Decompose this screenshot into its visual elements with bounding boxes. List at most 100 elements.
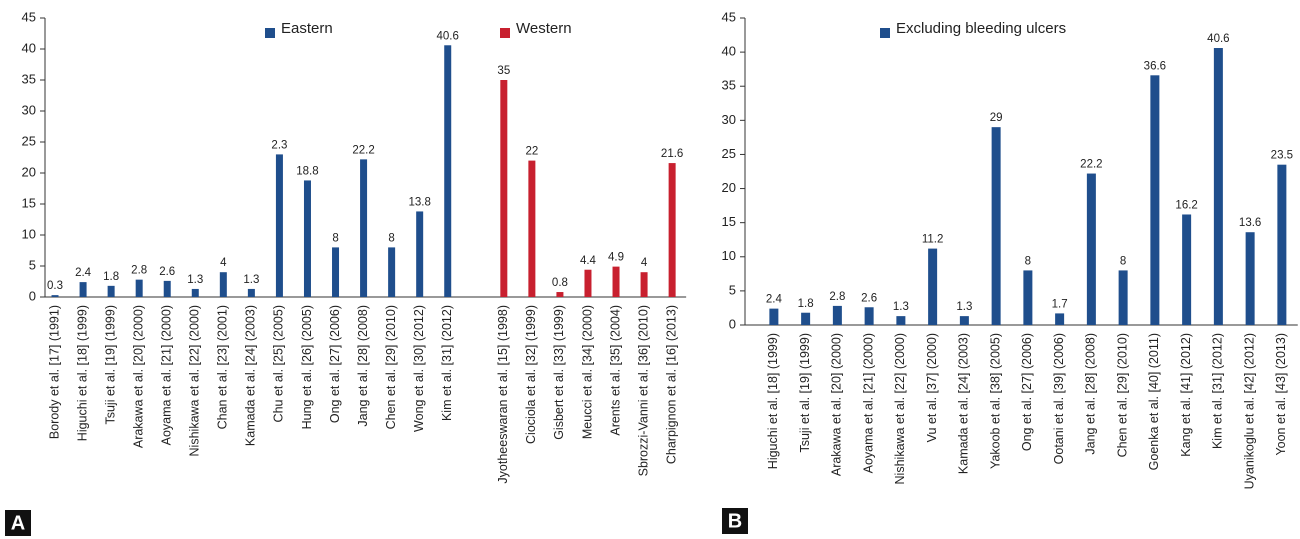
x-tick-label: Tsuji et al. [19] (1999) (103, 305, 117, 425)
x-tick-label: Nishikawa et al. [22] (2000) (893, 333, 907, 484)
value-label: 1.7 (1052, 298, 1068, 310)
bar (1245, 232, 1255, 325)
y-tick-label: 45 (722, 9, 736, 24)
y-tick-label: 40 (722, 44, 736, 59)
x-tick-label: Arakawa et al. [20] (2000) (830, 333, 844, 476)
y-tick-label: 15 (22, 195, 36, 210)
bar (107, 285, 115, 297)
x-tick-label: Tsuji et al. [19] (1999) (798, 333, 812, 453)
x-tick-label: Sbrozzi-Vanni et al. [36] (2010) (636, 305, 650, 476)
legend-label: Excluding bleeding ulcers (896, 20, 1066, 37)
value-label: 2.6 (159, 266, 175, 278)
value-label: 0.3 (47, 280, 63, 292)
x-tick-label: Kang et al. [41] (2012) (1179, 333, 1193, 457)
bar (832, 305, 842, 325)
bar (1118, 270, 1128, 325)
x-tick-label: Jang et al. [28] (2008) (1084, 333, 1098, 455)
value-label: 4 (220, 257, 227, 269)
value-label: 4.4 (580, 255, 597, 267)
value-label: 29 (990, 112, 1003, 124)
value-label: 23.5 (1271, 150, 1293, 162)
x-tick-label: Higuchi et al. [18] (1999) (75, 305, 89, 441)
value-label: 8 (1120, 255, 1126, 267)
bar (219, 272, 227, 297)
bar (959, 316, 969, 325)
y-tick-label: 35 (22, 71, 36, 86)
legend-swatch (500, 28, 510, 38)
bar (416, 211, 424, 297)
value-label: 1.8 (798, 298, 814, 310)
x-tick-label: Ootani et al. [39] (2006) (1052, 333, 1066, 464)
value-label: 2.8 (829, 291, 845, 303)
panel-label: B (728, 510, 742, 532)
bar (163, 280, 171, 297)
bar (584, 269, 592, 297)
value-label: 40.6 (437, 30, 459, 42)
legend-label: Eastern (281, 20, 333, 37)
value-label: 36.6 (1144, 60, 1166, 72)
x-tick-label: Chen et al. [29] (2010) (384, 305, 398, 429)
legend-label: Western (516, 20, 572, 37)
x-tick-label: Jang et al. [28] (2008) (356, 305, 370, 427)
x-tick-label: Ong et al. [27] (2006) (1020, 333, 1034, 451)
value-label: 1.3 (956, 301, 972, 313)
bar (275, 154, 283, 297)
bar (332, 247, 340, 297)
bar (444, 45, 452, 297)
bar (1086, 173, 1096, 325)
bar (303, 180, 311, 297)
x-tick-label: Aoyama et al. [21] (2000) (861, 333, 875, 473)
x-tick-label: Ciociola et al. [32] (1999) (524, 305, 538, 444)
value-label: 18.8 (296, 165, 318, 177)
bar (1182, 214, 1192, 325)
x-tick-label: Chen et al. [29] (2010) (1115, 333, 1129, 457)
x-tick-label: Nishikawa et al. [22] (2000) (188, 305, 202, 456)
value-label: 1.3 (243, 274, 259, 286)
x-tick-label: Goenka et al. [40] (2011) (1147, 333, 1161, 470)
value-label: 22 (525, 146, 538, 158)
panel-label-box (722, 508, 748, 534)
panel-label: A (11, 512, 25, 534)
x-tick-label: Charpignon et al. [16] (2013) (664, 305, 678, 464)
value-label: 40.6 (1207, 33, 1229, 45)
y-tick-label: 0 (729, 316, 736, 331)
x-tick-label: Kim et al. [31] (2012) (440, 305, 454, 421)
bar (556, 292, 564, 297)
bar (801, 312, 811, 325)
x-tick-label: Aoyama et al. [21] (2000) (160, 305, 174, 445)
value-label: 2.6 (861, 292, 877, 304)
bar (640, 272, 648, 297)
y-tick-label: 10 (722, 248, 736, 263)
x-tick-label: Higuchi et al. [18] (1999) (766, 333, 780, 469)
bar (1150, 75, 1160, 325)
x-tick-label: Hung et al. [26] (2005) (300, 305, 314, 429)
bar (1023, 270, 1033, 325)
legend-swatch (265, 28, 275, 38)
bar (864, 307, 874, 325)
x-tick-label: Kamada et al. [24] (2003) (244, 305, 258, 446)
bar (991, 127, 1001, 326)
x-tick-label: Arents et al. [35] (2004) (608, 305, 622, 436)
bar (500, 80, 508, 297)
x-tick-label: Yoon et al. [43] (2013) (1274, 333, 1288, 456)
y-tick-label: 0 (29, 288, 36, 303)
bar (668, 163, 676, 297)
x-tick-label: Borody et al. [17] (1991) (47, 305, 61, 439)
bar (135, 279, 143, 297)
value-label: 22.2 (1080, 159, 1102, 171)
value-label: 1.8 (103, 271, 119, 283)
legend-swatch (880, 28, 890, 38)
value-label: 8 (332, 232, 338, 244)
y-tick-label: 5 (29, 257, 36, 272)
value-label: 8 (388, 232, 394, 244)
value-label: 21.6 (661, 148, 683, 160)
value-label: 1.3 (893, 301, 909, 313)
y-tick-label: 15 (722, 214, 736, 229)
x-tick-label: Yakoob et al. [38] (2005) (988, 333, 1002, 469)
panel-label-box (5, 510, 31, 536)
y-tick-label: 30 (722, 112, 736, 127)
y-tick-label: 20 (722, 180, 736, 195)
x-tick-label: Kamada et al. [24] (2003) (957, 333, 971, 474)
x-tick-label: Kim et al. [31] (2012) (1211, 333, 1225, 449)
value-label: 16.2 (1175, 200, 1197, 212)
